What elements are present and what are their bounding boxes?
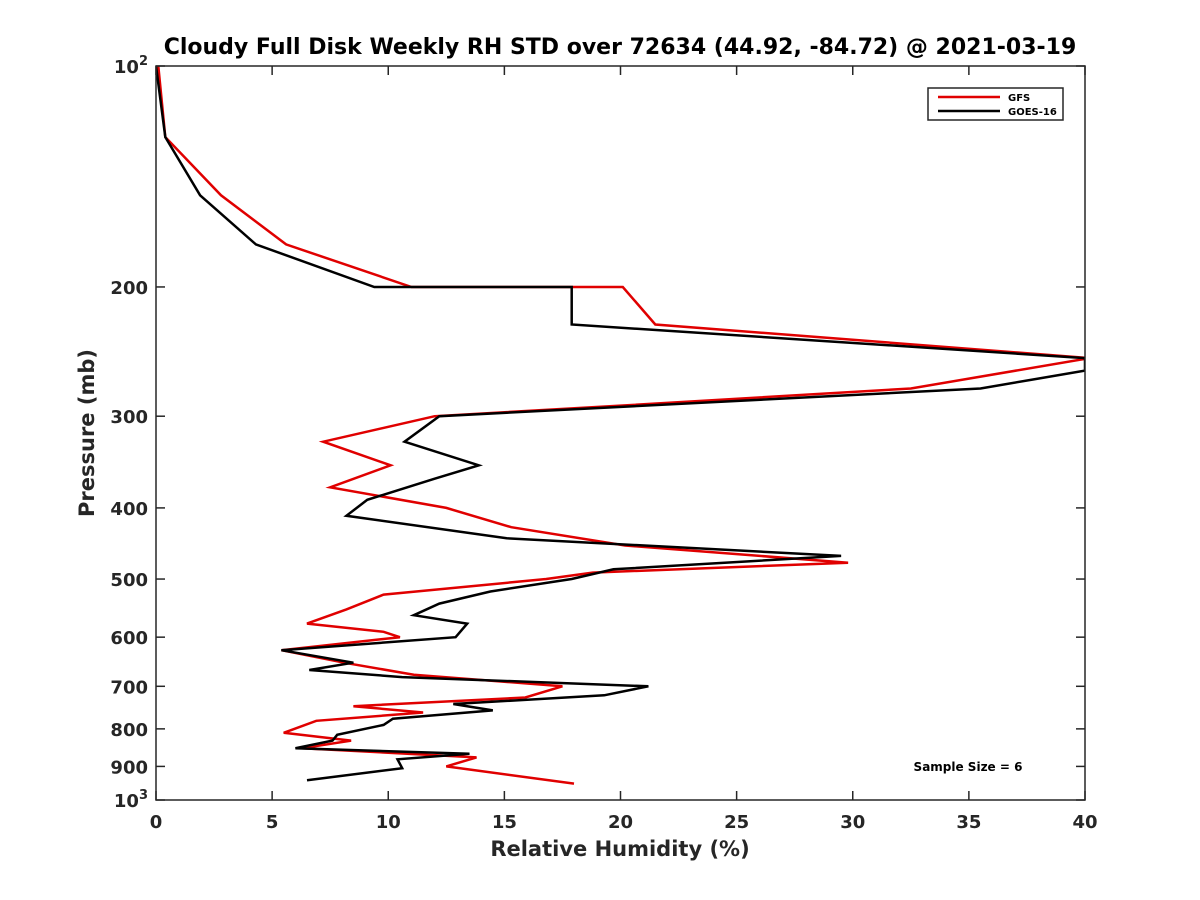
- series-line-goes-16: [156, 66, 1085, 782]
- y-tick-label: 900: [110, 757, 148, 778]
- y-axis-label: Pressure (mb): [75, 349, 99, 517]
- x-tick-label: 40: [1072, 812, 1097, 833]
- legend-label: GFS: [1008, 93, 1030, 104]
- series-line-gfs: [157, 66, 1085, 785]
- legend-label: GOES-16: [1008, 107, 1057, 118]
- y-tick-label: 600: [110, 628, 148, 649]
- x-tick-label: 20: [608, 812, 633, 833]
- x-tick-label: 0: [150, 812, 163, 833]
- x-tick-label: 30: [840, 812, 865, 833]
- y-tick-label: 200: [110, 278, 148, 299]
- legend-box: [927, 87, 1064, 121]
- x-tick-label: 35: [956, 812, 981, 833]
- chart-title: Cloudy Full Disk Weekly RH STD over 7263…: [164, 35, 1077, 60]
- series-layer: [156, 66, 1085, 785]
- y-tick-label: 800: [110, 720, 148, 741]
- x-tick-label: 5: [266, 812, 279, 833]
- sample-size-annotation: Sample Size = 6: [914, 760, 1023, 774]
- legend: GFS GOES-16: [927, 87, 1064, 121]
- x-axis-label: Relative Humidity (%): [490, 837, 749, 861]
- x-axis: 0 5 10 15 20 25 30 35 40: [150, 66, 1098, 833]
- y-tick-label: 700: [110, 677, 148, 698]
- y-tick-exponent: 3: [139, 788, 148, 803]
- y-tick-label: 400: [110, 499, 148, 520]
- y-tick-label: 300: [110, 407, 148, 428]
- x-tick-label: 25: [724, 812, 749, 833]
- y-tick-label: 500: [110, 570, 148, 591]
- y-tick-exponent: 2: [139, 54, 148, 69]
- x-tick-label: 15: [492, 812, 517, 833]
- x-tick-label: 10: [376, 812, 401, 833]
